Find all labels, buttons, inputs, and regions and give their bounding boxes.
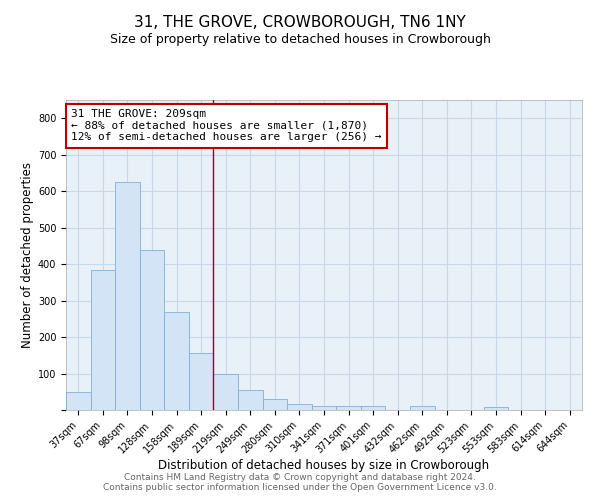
Y-axis label: Number of detached properties: Number of detached properties xyxy=(20,162,34,348)
Text: 31, THE GROVE, CROWBOROUGH, TN6 1NY: 31, THE GROVE, CROWBOROUGH, TN6 1NY xyxy=(134,15,466,30)
Text: Contains public sector information licensed under the Open Government Licence v3: Contains public sector information licen… xyxy=(103,484,497,492)
Bar xyxy=(91,270,115,410)
Text: Contains HM Land Registry data © Crown copyright and database right 2024.: Contains HM Land Registry data © Crown c… xyxy=(124,474,476,482)
Bar xyxy=(189,354,214,410)
Bar xyxy=(410,406,434,410)
Bar xyxy=(361,406,385,410)
Bar xyxy=(287,404,312,410)
Bar xyxy=(312,406,336,410)
Text: Size of property relative to detached houses in Crowborough: Size of property relative to detached ho… xyxy=(110,32,490,46)
Bar xyxy=(164,312,189,410)
Bar xyxy=(263,399,287,410)
Bar xyxy=(336,406,361,410)
X-axis label: Distribution of detached houses by size in Crowborough: Distribution of detached houses by size … xyxy=(158,459,490,472)
Bar xyxy=(66,392,91,410)
Bar xyxy=(214,374,238,410)
Bar xyxy=(484,407,508,410)
Bar xyxy=(238,390,263,410)
Bar xyxy=(140,250,164,410)
Text: 31 THE GROVE: 209sqm
← 88% of detached houses are smaller (1,870)
12% of semi-de: 31 THE GROVE: 209sqm ← 88% of detached h… xyxy=(71,110,382,142)
Bar xyxy=(115,182,140,410)
